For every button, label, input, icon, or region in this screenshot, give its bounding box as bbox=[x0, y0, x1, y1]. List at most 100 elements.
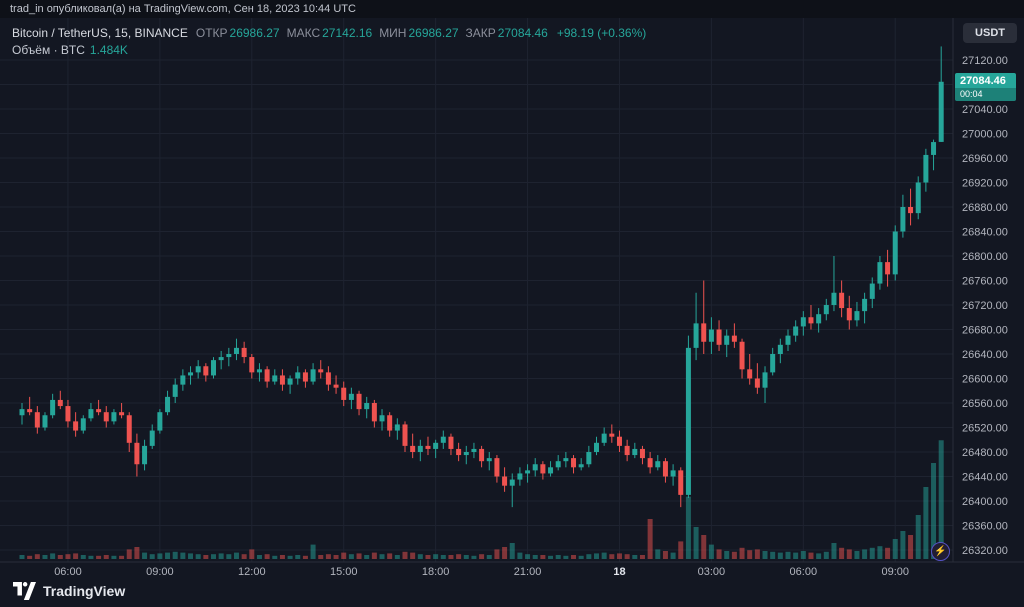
volume-bar bbox=[233, 552, 239, 559]
candle-body bbox=[624, 445, 630, 456]
flash-reaction-icon[interactable]: ⚡ bbox=[931, 542, 950, 561]
volume-bar bbox=[793, 552, 799, 559]
candle-body bbox=[724, 335, 730, 345]
candle-body bbox=[333, 384, 339, 388]
price-axis-label[interactable]: 26800.00 bbox=[962, 251, 1008, 263]
price-axis-label[interactable]: 26400.00 bbox=[962, 496, 1008, 508]
volume-bar bbox=[218, 553, 224, 559]
price-axis-label[interactable]: 26360.00 bbox=[962, 521, 1008, 533]
ohlc-low: МИН 26986.27 bbox=[379, 25, 458, 42]
price-axis-label[interactable]: 26560.00 bbox=[962, 398, 1008, 410]
candle-body bbox=[777, 344, 783, 354]
candle-body bbox=[19, 409, 25, 416]
candle-body bbox=[662, 461, 668, 477]
tradingview-logo[interactable]: TradingView bbox=[13, 582, 125, 600]
candle-body bbox=[509, 479, 515, 486]
time-axis-label[interactable]: 12:00 bbox=[238, 566, 266, 578]
candle-body bbox=[279, 375, 285, 385]
candle-body bbox=[854, 311, 860, 321]
volume-bar bbox=[341, 552, 347, 559]
candle-body bbox=[448, 436, 454, 449]
price-axis-label[interactable]: 27000.00 bbox=[962, 129, 1008, 141]
time-axis-label[interactable]: 03:00 bbox=[698, 566, 726, 578]
grid-layer bbox=[0, 18, 953, 562]
open-value: 26986.27 bbox=[229, 26, 280, 40]
candle-body bbox=[211, 360, 216, 376]
bar-countdown: 00:04 bbox=[955, 87, 1016, 101]
time-axis-label[interactable]: 15:00 bbox=[330, 566, 358, 578]
candle-body bbox=[708, 329, 714, 342]
low-value: 26986.27 bbox=[408, 26, 459, 40]
chart-area[interactable]: 27120.00 27040.00 27000.00 26960.00 26920.00… bbox=[0, 18, 1024, 607]
candle-body bbox=[218, 357, 224, 361]
candle-body bbox=[233, 347, 239, 354]
volume-bar bbox=[586, 554, 592, 559]
volume-bar bbox=[532, 555, 538, 559]
price-axis-label[interactable]: 26960.00 bbox=[962, 153, 1008, 165]
candle-body bbox=[256, 369, 262, 373]
time-axis-label[interactable]: 18 bbox=[613, 566, 625, 578]
price-axis-label[interactable]: 27120.00 bbox=[962, 55, 1008, 67]
volume-bar bbox=[34, 554, 40, 559]
volume-bar bbox=[264, 554, 270, 559]
price-change: +98.19 (+0.36%) bbox=[556, 26, 647, 40]
price-axis-label[interactable]: 26880.00 bbox=[962, 202, 1008, 214]
price-axis-label[interactable]: 26760.00 bbox=[962, 276, 1008, 288]
volume-label[interactable]: Объём · BTC bbox=[12, 43, 85, 57]
volume-bar bbox=[502, 547, 508, 559]
candle-body bbox=[50, 399, 56, 416]
price-axis-label[interactable]: 26520.00 bbox=[962, 423, 1008, 435]
time-axis-label[interactable]: 18:00 bbox=[422, 566, 450, 578]
symbol-title[interactable]: Bitcoin / TetherUS, 15, BINANCE bbox=[12, 26, 188, 40]
volume-bar bbox=[333, 555, 339, 559]
volume-bar bbox=[241, 554, 247, 559]
volume-bar bbox=[655, 549, 661, 559]
candlestick-chart[interactable]: 27120.00 27040.00 27000.00 26960.00 26920.00… bbox=[0, 18, 1024, 607]
volume-bar bbox=[57, 555, 63, 559]
time-axis-label[interactable]: 06:00 bbox=[54, 566, 82, 578]
volume-bar bbox=[854, 551, 860, 559]
candle-body bbox=[616, 436, 622, 446]
ohlc-close: ЗАКР 27084.46 bbox=[466, 25, 548, 42]
volume-bar bbox=[892, 539, 898, 559]
price-axis-label[interactable]: 26640.00 bbox=[962, 349, 1008, 361]
candle-body bbox=[639, 448, 645, 459]
candle-body bbox=[502, 476, 508, 486]
price-axis-label[interactable]: 26840.00 bbox=[962, 227, 1008, 239]
volume-bar bbox=[923, 487, 929, 559]
volume-bar bbox=[701, 535, 707, 559]
price-axis-label[interactable]: 26720.00 bbox=[962, 300, 1008, 312]
price-axis-label[interactable]: 26600.00 bbox=[962, 374, 1008, 386]
time-axis-label[interactable]: 06:00 bbox=[790, 566, 818, 578]
price-axis-label[interactable]: 26920.00 bbox=[962, 178, 1008, 190]
volume-bar bbox=[295, 555, 301, 559]
volume-bar bbox=[555, 555, 561, 559]
volume-bar bbox=[678, 541, 684, 559]
candle-body bbox=[42, 415, 48, 428]
candle-body bbox=[456, 448, 462, 456]
volume-bar bbox=[624, 554, 630, 559]
candle-body bbox=[425, 445, 431, 449]
time-axis-label[interactable]: 09:00 bbox=[146, 566, 174, 578]
volume-bar bbox=[509, 543, 515, 559]
high-value: 27142.16 bbox=[322, 26, 373, 40]
volume-bar bbox=[371, 552, 377, 559]
candle-body bbox=[892, 231, 898, 275]
volume-bar bbox=[27, 555, 33, 559]
time-axis-label[interactable]: 21:00 bbox=[514, 566, 542, 578]
candle-body bbox=[548, 467, 554, 474]
candle-body bbox=[402, 424, 408, 446]
price-axis-label[interactable]: 26320.00 bbox=[962, 545, 1008, 557]
candle-body bbox=[440, 436, 446, 443]
candle-body bbox=[862, 298, 868, 312]
price-axis-label[interactable]: 27040.00 bbox=[962, 104, 1008, 116]
candle-body bbox=[287, 378, 293, 385]
candle-body bbox=[739, 341, 745, 370]
price-axis-label[interactable]: 26440.00 bbox=[962, 472, 1008, 484]
price-axis-label[interactable]: 26480.00 bbox=[962, 447, 1008, 459]
currency-toggle-button[interactable]: USDT bbox=[963, 23, 1017, 43]
volume-value: 1.484K bbox=[89, 43, 128, 57]
price-axis-label[interactable]: 26680.00 bbox=[962, 325, 1008, 337]
time-axis-label[interactable]: 09:00 bbox=[881, 566, 909, 578]
